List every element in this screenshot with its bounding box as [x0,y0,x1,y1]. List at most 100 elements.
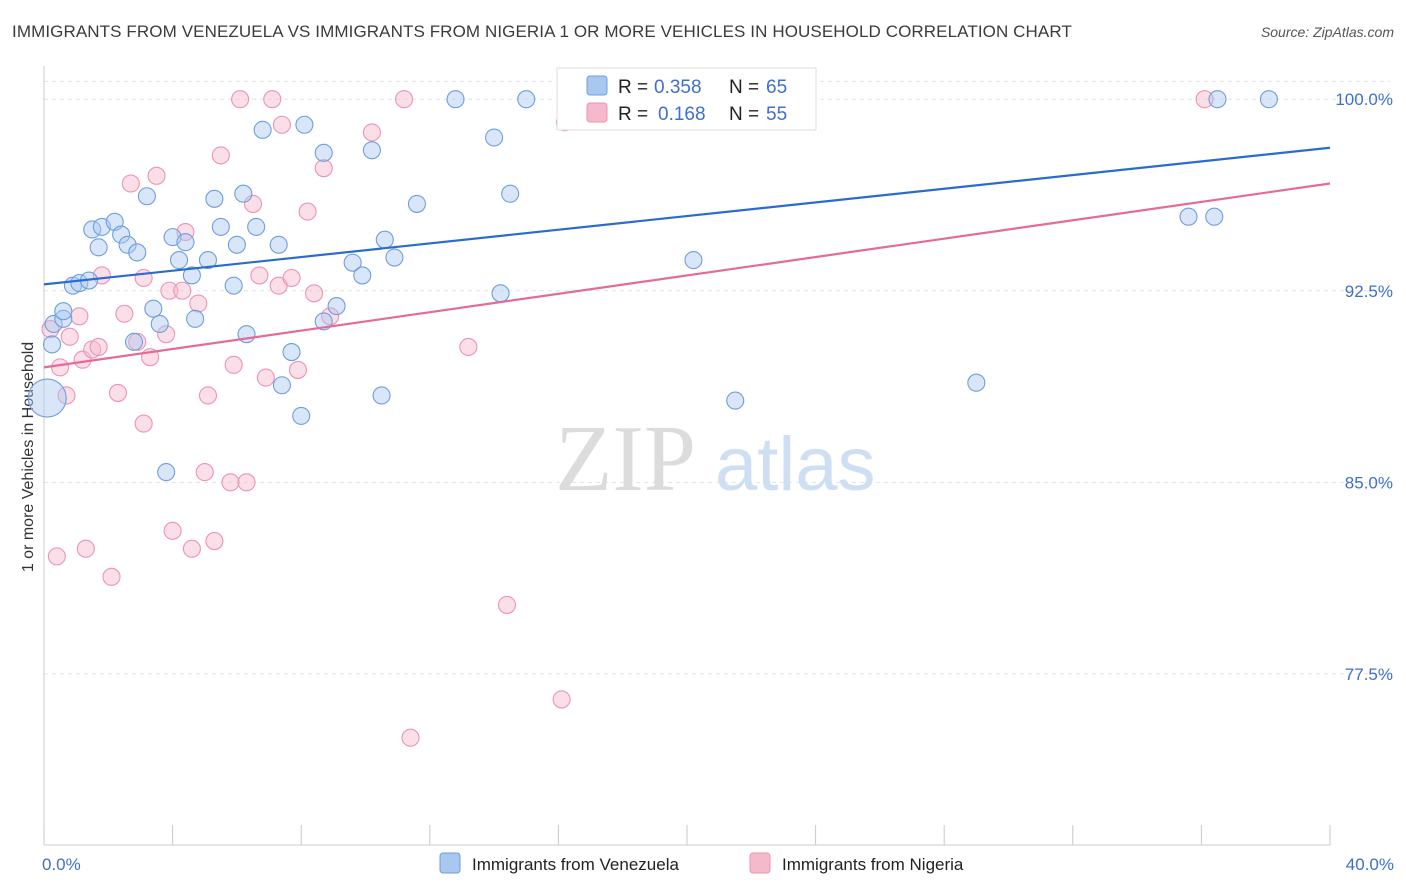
nigeria-point [224,355,243,374]
legend-n-nigeria: 55 [766,104,787,125]
venezuela-point [198,251,218,270]
venezuela-point [186,309,205,328]
nigeria-point [108,383,127,402]
nigeria-point [189,294,208,313]
venezuela-point [54,309,73,328]
venezuela-point [118,235,137,254]
nigeria-point [121,174,140,193]
venezuela-point [253,120,272,139]
nigeria-point [221,473,240,492]
nigeria-point [231,90,250,109]
nigeria-point [160,281,179,300]
y-axis-label: 1 or more Vehicles in Household [20,342,37,572]
nigeria-point [282,268,301,288]
bottom-legend-label-nigeria: Immigrants from Nigeria [782,855,964,874]
venezuela-point [54,302,73,321]
nigeria-point [288,360,308,379]
y-tick-label: 77.5% [1345,665,1393,684]
venezuela-point [446,90,465,109]
venezuela-point [327,297,346,316]
watermark-atlas: atlas [715,422,876,507]
bottom-legend-swatch-venezuela [439,852,461,874]
chart-source: Source: ZipAtlas.com [1260,24,1394,40]
venezuela-point [157,463,176,482]
nigeria-point [497,595,517,614]
venezuela-point [150,314,169,334]
venezuela-point [407,194,426,213]
nigeria-point [298,202,317,221]
nigeria-point [195,463,214,482]
nigeria-point [163,521,182,540]
venezuela-point [137,187,156,206]
nigeria-point [250,266,269,285]
nigeria-point [237,473,256,492]
venezuela-point [295,115,314,134]
venezuela-point [176,233,195,252]
y-tick-label: 92.5% [1345,282,1393,301]
nigeria-point [147,166,166,185]
venezuela-point [282,343,301,362]
legend-swatch-nigeria [586,102,608,123]
venezuela-point [247,217,266,236]
venezuela-point [169,251,189,270]
venezuela-point [375,230,394,249]
watermark: ZIP atlas [555,407,876,511]
nigeria-point [89,337,108,357]
legend-n-venezuela: 65 [766,77,787,98]
bottom-legend-swatch-nigeria [749,852,771,874]
venezuela-point [205,189,224,208]
nigeria-point [198,386,218,405]
legend-r-venezuela: 0.358 [654,77,702,98]
nigeria-point [134,414,153,433]
venezuela-point [124,332,144,351]
venezuela-point [42,335,62,354]
legend-n-label-venezuela: N = [729,77,759,98]
venezuela-point [211,217,230,236]
x-ticks [43,825,1331,845]
venezuela-point [89,238,108,257]
venezuela-point [128,243,147,262]
nigeria-point [41,320,60,339]
venezuela-point [353,266,372,285]
nigeria-point [459,337,478,357]
nigeria-point [60,327,79,346]
nigeria-point [134,268,153,288]
y-tick-labels: 100.0% 92.5% 85.0% 77.5% [1335,90,1393,684]
legend-r-label-nigeria: R = [618,104,648,125]
legend-swatch-venezuela [586,75,608,96]
venezuela-trend-line [43,146,1331,286]
venezuela-point-large [27,378,67,418]
venezuela-point [372,386,391,405]
venezuela-point [362,141,381,160]
nigeria-point [47,547,66,566]
venezuela-point [501,184,520,203]
venezuela-point [314,143,333,162]
nigeria-point [395,90,414,109]
nigeria-point [51,358,70,377]
legend-r-label-venezuela: R = [618,77,648,98]
nigeria-point [263,90,282,109]
grid-lines [44,80,1390,675]
nigeria-point [102,567,121,586]
nigeria-trend-line [43,182,1331,369]
nigeria-point [314,159,333,178]
legend-box: R = 0.358 N = 65 R = 0.168 N = 55 [556,67,817,131]
nigeria-point [157,325,176,344]
x-tick-label-min: 0.0% [42,855,81,874]
nigeria-points [41,90,1214,747]
trend-lines [43,146,1331,369]
y-tick-label: 100.0% [1335,90,1393,109]
venezuela-point [227,235,246,254]
venezuela-point [491,284,510,303]
bottom-legend-label-venezuela: Immigrants from Venezuela [472,855,679,874]
nigeria-point [70,307,89,326]
venezuela-point [684,251,703,270]
nigeria-point [362,123,381,142]
venezuela-point [343,253,362,272]
nigeria-point [1195,90,1214,109]
venezuela-point [224,276,243,295]
venezuela-point [234,184,253,203]
venezuela-point [485,128,504,147]
venezuela-point [385,248,404,267]
